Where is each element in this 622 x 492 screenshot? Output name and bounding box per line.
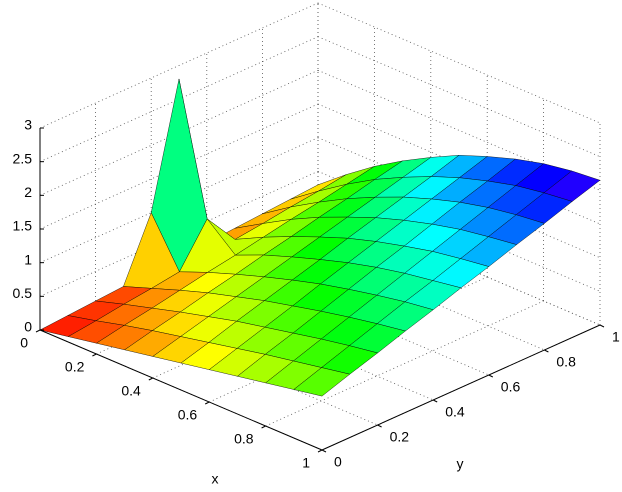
y-tick-label: 0.8: [556, 354, 576, 370]
y-tick-label: 1: [612, 329, 620, 345]
x-tick-label: 0: [20, 335, 28, 351]
z-tick-label: 1: [24, 251, 32, 267]
z-tick-label: 2: [24, 184, 32, 200]
y-tick-label: 0.2: [390, 429, 410, 445]
x-tick: [148, 377, 154, 381]
y-tick-label: 0.6: [501, 379, 521, 395]
x-axis-label: x: [212, 471, 219, 487]
axes: 0 0.2 0.4 0.6 0.8 1 0 0.2 0.4 0.6 0.8 1 0 0.5 1 1.5 2 2.5…: [13, 117, 620, 471]
z-tick-label: 2.5: [13, 150, 33, 166]
x-tick: [204, 401, 210, 405]
x-tick-label: 0.8: [234, 431, 254, 447]
grid-line: [265, 300, 544, 427]
y-tick: [432, 399, 438, 403]
x-tick: [261, 425, 266, 429]
z-tick-label: 0.5: [13, 285, 33, 301]
y-tick: [599, 324, 605, 328]
y-tick-label: 0.4: [445, 404, 465, 420]
x-tick-label: 0.2: [65, 359, 85, 375]
y-tick: [377, 424, 382, 428]
z-tick-label: 0: [24, 319, 32, 335]
x-tick-label: 1: [302, 455, 310, 471]
y-tick: [321, 449, 327, 453]
x-axis: [39, 329, 323, 451]
z-tick-label: 3: [24, 117, 32, 133]
x-tick-label: 0.4: [121, 383, 141, 399]
y-tick: [544, 349, 549, 353]
grid-line: [39, 2, 319, 129]
x-tick: [317, 449, 323, 453]
grid-line: [317, 2, 601, 124]
y-axis: [321, 324, 601, 451]
surface: [39, 78, 601, 397]
y-tick-label: 0: [334, 454, 342, 470]
x-tick: [92, 353, 97, 357]
x-tick: [35, 329, 41, 333]
z-tick-label: 1.5: [13, 218, 33, 234]
surface-patch: [293, 367, 350, 397]
y-tick: [488, 374, 494, 378]
y-axis-label: y: [457, 456, 464, 472]
grid-line: [317, 36, 601, 158]
x-tick-label: 0.6: [178, 407, 198, 423]
